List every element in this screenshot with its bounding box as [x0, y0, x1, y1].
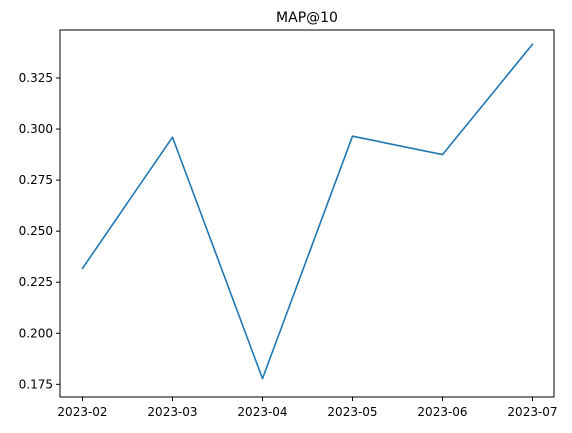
y-axis-ticks: 0.175 0.200 0.225 0.250 0.275 0.300 0.325 [19, 71, 60, 391]
plot-frame [60, 30, 554, 397]
series-layer [83, 44, 533, 378]
x-tick-label: 2023-02 [57, 405, 107, 419]
chart-title: MAP@10 [276, 10, 338, 26]
x-tick-label: 2023-04 [237, 405, 287, 419]
y-tick-label: 0.200 [19, 326, 53, 340]
x-tick-label: 2023-05 [327, 405, 377, 419]
y-tick-label: 0.300 [19, 122, 53, 136]
y-tick-label: 0.275 [19, 173, 53, 187]
x-tick-label: 2023-03 [147, 405, 197, 419]
x-tick-label: 2023-06 [417, 405, 467, 419]
x-axis-ticks: 2023-02 2023-03 2023-04 2023-05 2023-06 2023-… [57, 397, 557, 419]
y-tick-label: 0.325 [19, 71, 53, 85]
y-tick-label: 0.175 [19, 377, 53, 391]
series-line [83, 44, 533, 378]
y-tick-label: 0.250 [19, 224, 53, 238]
x-tick-label: 2023-07 [507, 405, 557, 419]
y-tick-label: 0.225 [19, 275, 53, 289]
